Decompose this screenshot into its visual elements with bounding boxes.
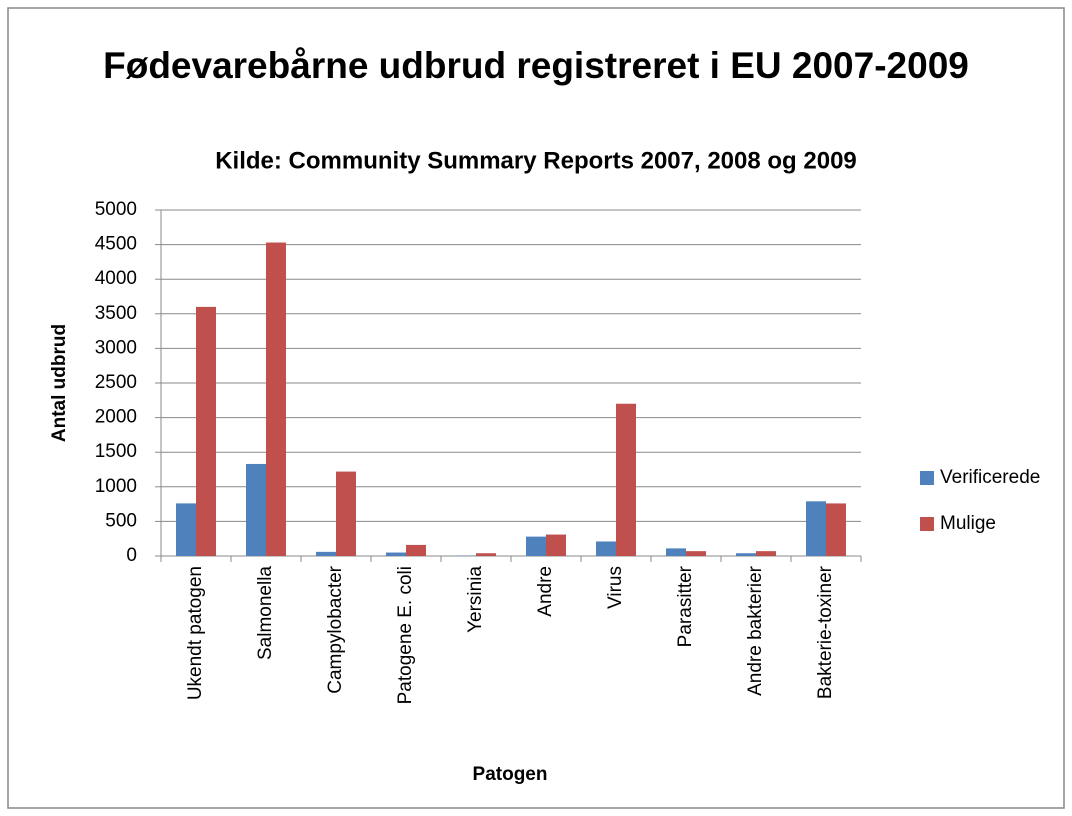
x-tick-label: Campylobacter xyxy=(325,565,346,693)
x-tick-label: Andre xyxy=(535,566,556,617)
y-tick-label: 5000 xyxy=(95,199,137,220)
x-tick-label: Yersinia xyxy=(465,566,486,633)
x-tick-label: Patogene E. coli xyxy=(395,566,416,704)
bar xyxy=(756,551,776,556)
y-tick-label: 2000 xyxy=(95,407,137,428)
bar xyxy=(406,544,426,556)
legend-label: Mulige xyxy=(940,513,996,534)
bar xyxy=(736,553,756,556)
x-tick-label: Salmonella xyxy=(255,566,276,660)
bar xyxy=(546,534,566,556)
y-axis-title: Antal udbrud xyxy=(49,324,70,442)
bar xyxy=(596,541,616,556)
legend-swatch xyxy=(920,517,934,531)
y-tick-label: 3500 xyxy=(95,303,137,324)
x-tick-label: Parasitter xyxy=(675,565,696,647)
chart-subtitle: Kilde: Community Summary Reports 2007, 2… xyxy=(215,147,857,174)
bar xyxy=(176,503,196,556)
bar xyxy=(386,552,406,556)
bar xyxy=(476,553,496,556)
bar xyxy=(686,551,706,556)
bar xyxy=(196,306,216,556)
x-tick-label: Bakterie-toxiner xyxy=(815,565,836,699)
bar xyxy=(616,403,636,556)
y-tick-label: 1500 xyxy=(95,441,137,462)
x-tick-label: Andre bakterier xyxy=(745,565,766,696)
y-tick-label: 0 xyxy=(126,545,137,566)
legend-label: Verificerede xyxy=(940,467,1040,488)
chart-border xyxy=(7,7,1065,809)
x-axis-title: Patogen xyxy=(473,764,548,785)
x-tick-label: Virus xyxy=(605,566,626,609)
y-tick-label: 500 xyxy=(105,510,137,531)
y-tick-label: 4500 xyxy=(95,234,137,255)
bar xyxy=(246,463,266,556)
y-tick-label: 3000 xyxy=(95,337,137,358)
bar xyxy=(806,501,826,556)
bar xyxy=(666,548,686,556)
bar xyxy=(526,536,546,556)
bar xyxy=(826,503,846,556)
chart-title: Fødevarebårne udbrud registreret i EU 20… xyxy=(103,45,969,86)
bar xyxy=(336,471,356,556)
y-tick-label: 1000 xyxy=(95,476,137,497)
bar xyxy=(316,551,336,556)
bar xyxy=(266,242,286,557)
y-tick-label: 2500 xyxy=(95,372,137,393)
y-tick-label: 4000 xyxy=(95,268,137,289)
legend-swatch xyxy=(920,471,934,485)
x-tick-label: Ukendt patogen xyxy=(185,566,206,700)
